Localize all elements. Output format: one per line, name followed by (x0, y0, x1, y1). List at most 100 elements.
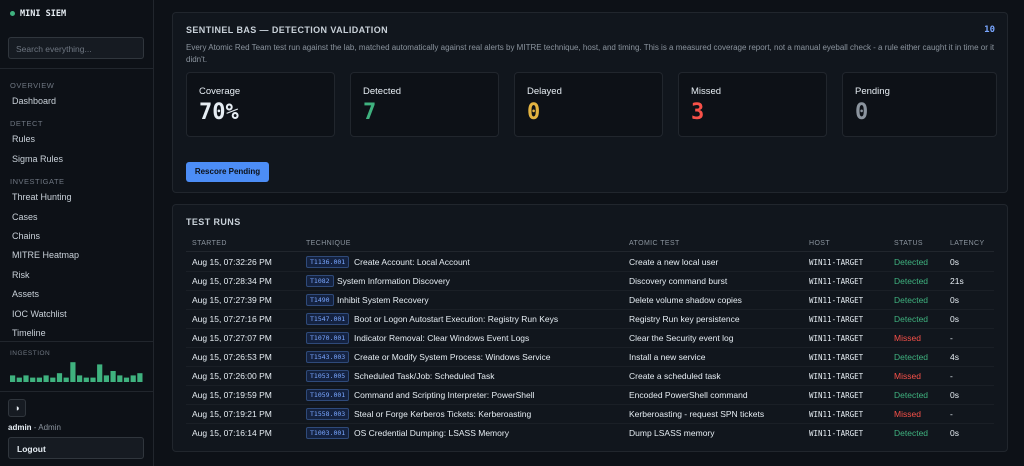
stat-card: Detected 7 (350, 72, 499, 137)
host: WIN11-TARGET (809, 277, 864, 286)
nav-item[interactable]: Timeline (12, 328, 46, 338)
atomic-test: Registry Run key persistence (629, 314, 740, 324)
started: Aug 15, 07:28:34 PM (192, 276, 272, 286)
nav-item[interactable]: Threat Hunting (12, 192, 72, 203)
stat-label: Missed (691, 86, 722, 97)
status: Missed (894, 333, 921, 343)
table-row: Aug 15, 07:19:21 PM T1558.003 Steal or For… (173, 408, 1007, 422)
column-header: TECHNIQUE (306, 240, 351, 247)
host: WIN11-TARGET (809, 315, 864, 324)
user: admin - Admin (8, 423, 61, 432)
host: WIN11-TARGET (809, 258, 864, 267)
ingestion-bar (83, 377, 89, 382)
ingestion-bar (137, 373, 143, 382)
started: Aug 15, 07:32:26 PM (192, 257, 272, 267)
table-row: Aug 15, 07:27:16 PM T1547.001 Boot or Logo… (173, 313, 1007, 327)
search-input[interactable]: Search everything... (8, 37, 144, 59)
row-divider (186, 404, 994, 405)
ingestion-bar (56, 373, 63, 382)
technique: OS Credential Dumping: LSASS Memory (354, 428, 509, 438)
ingestion-bar (110, 371, 116, 382)
started: Aug 15, 07:16:14 PM (192, 428, 272, 438)
stat-card: Delayed 0 (514, 72, 663, 137)
nav-item[interactable]: Dashboard (12, 96, 57, 106)
technique-id: T1547.001 (306, 313, 350, 325)
host: WIN11-TARGET (809, 372, 864, 381)
nav-section: INVESTIGATE (10, 177, 65, 187)
stat-card: Pending 0 (842, 72, 997, 137)
technique-id: T1082 (306, 275, 334, 287)
latency: 4s (950, 352, 959, 362)
latency: 21s (950, 276, 964, 286)
technique: Indicator Removal: Clear Windows Event L… (354, 333, 530, 343)
ingestion-bar (63, 377, 69, 382)
atomic-test: Discovery command burst (629, 276, 728, 286)
status-dot (10, 11, 15, 16)
ingestion-bar (123, 377, 130, 382)
test-runs-panel: TEST RUNS STARTED TECHNIQUE ATOMIC TEST HOS… (172, 204, 1008, 452)
started: Aug 15, 07:27:39 PM (192, 295, 272, 305)
status: Detected (894, 352, 929, 362)
nav-item[interactable]: Cases (12, 211, 38, 222)
technique: Scheduled Task/Job: Scheduled Task (354, 371, 495, 381)
panel-title: SENTINEL BAS — DETECTION VALIDATION (186, 25, 389, 35)
nav-item[interactable]: Sigma Rules (12, 153, 64, 164)
technique: Create or Modify System Process: Windows… (354, 352, 551, 362)
started: Aug 15, 07:27:16 PM (192, 314, 272, 324)
row-divider (186, 385, 994, 386)
theme-toggle[interactable]: ◑ (8, 399, 26, 417)
ingestion-bar (30, 377, 36, 382)
stat-label: Coverage (199, 86, 241, 97)
status: Detected (894, 257, 929, 267)
stat-card: Coverage 70% (186, 72, 335, 137)
started: Aug 15, 07:19:59 PM (192, 390, 272, 400)
stat-value: 0 (527, 100, 541, 125)
ingestion-bar (23, 375, 29, 382)
atomic-test: Kerberoasting - request SPN tickets (629, 409, 765, 419)
table-row: Aug 15, 07:27:39 PM T1490 Inhibit System R… (173, 294, 1007, 308)
nav-item[interactable]: IOC Watchlist (12, 308, 67, 319)
table-row: Aug 15, 07:16:14 PM T1003.001 OS Credentia… (173, 427, 1007, 441)
rescore-button[interactable]: Rescore Pending (186, 162, 269, 182)
stat-card: Missed 3 (678, 72, 827, 137)
atomic-test: Create a new local user (629, 257, 719, 267)
latency: 0s (950, 428, 959, 438)
host: WIN11-TARGET (809, 429, 864, 438)
ingestion-bar (43, 375, 49, 382)
stat-label: Delayed (527, 86, 562, 97)
nav-item[interactable]: Chains (12, 231, 41, 241)
host: WIN11-TARGET (809, 353, 864, 362)
user-name: admin (8, 423, 32, 432)
atomic-test: Clear the Security event log (629, 333, 734, 343)
started: Aug 15, 07:27:07 PM (192, 333, 272, 343)
ingestion-bar (97, 364, 103, 382)
row-divider (186, 290, 994, 291)
technique-id: T1003.001 (306, 427, 350, 439)
status: Detected (894, 390, 929, 400)
ingestion-bar (50, 377, 56, 382)
stat-label: Detected (363, 86, 402, 97)
latency: 0s (950, 257, 959, 267)
technique-id: T1053.005 (306, 370, 350, 382)
nav-item[interactable]: MITRE Heatmap (12, 250, 80, 261)
status: Detected (894, 295, 929, 305)
divider (186, 251, 994, 252)
stat-value: 70% (199, 100, 239, 125)
logout-button[interactable]: Logout (8, 437, 144, 459)
nav-item[interactable]: Risk (12, 269, 30, 280)
nav: OVERVIEW Dashboard DETECT Rules Sigma Rules I… (0, 70, 153, 342)
stat-value: 0 (855, 100, 869, 125)
ingestion-label: INGESTION (10, 350, 51, 357)
brand: MINI SIEM (20, 9, 67, 19)
ingestion-bar (117, 375, 123, 382)
technique: Inhibit System Recovery (337, 295, 429, 305)
started: Aug 15, 07:19:21 PM (192, 409, 272, 419)
host: WIN11-TARGET (809, 391, 864, 400)
technique: System Information Discovery (337, 276, 450, 286)
technique-id: T1070.001 (306, 332, 350, 344)
nav-item[interactable]: Rules (12, 134, 36, 145)
nav-item[interactable]: Assets (12, 289, 40, 300)
column-header: ATOMIC TEST (629, 240, 680, 247)
atomic-test: Dump LSASS memory (629, 428, 715, 438)
host: WIN11-TARGET (809, 296, 864, 305)
